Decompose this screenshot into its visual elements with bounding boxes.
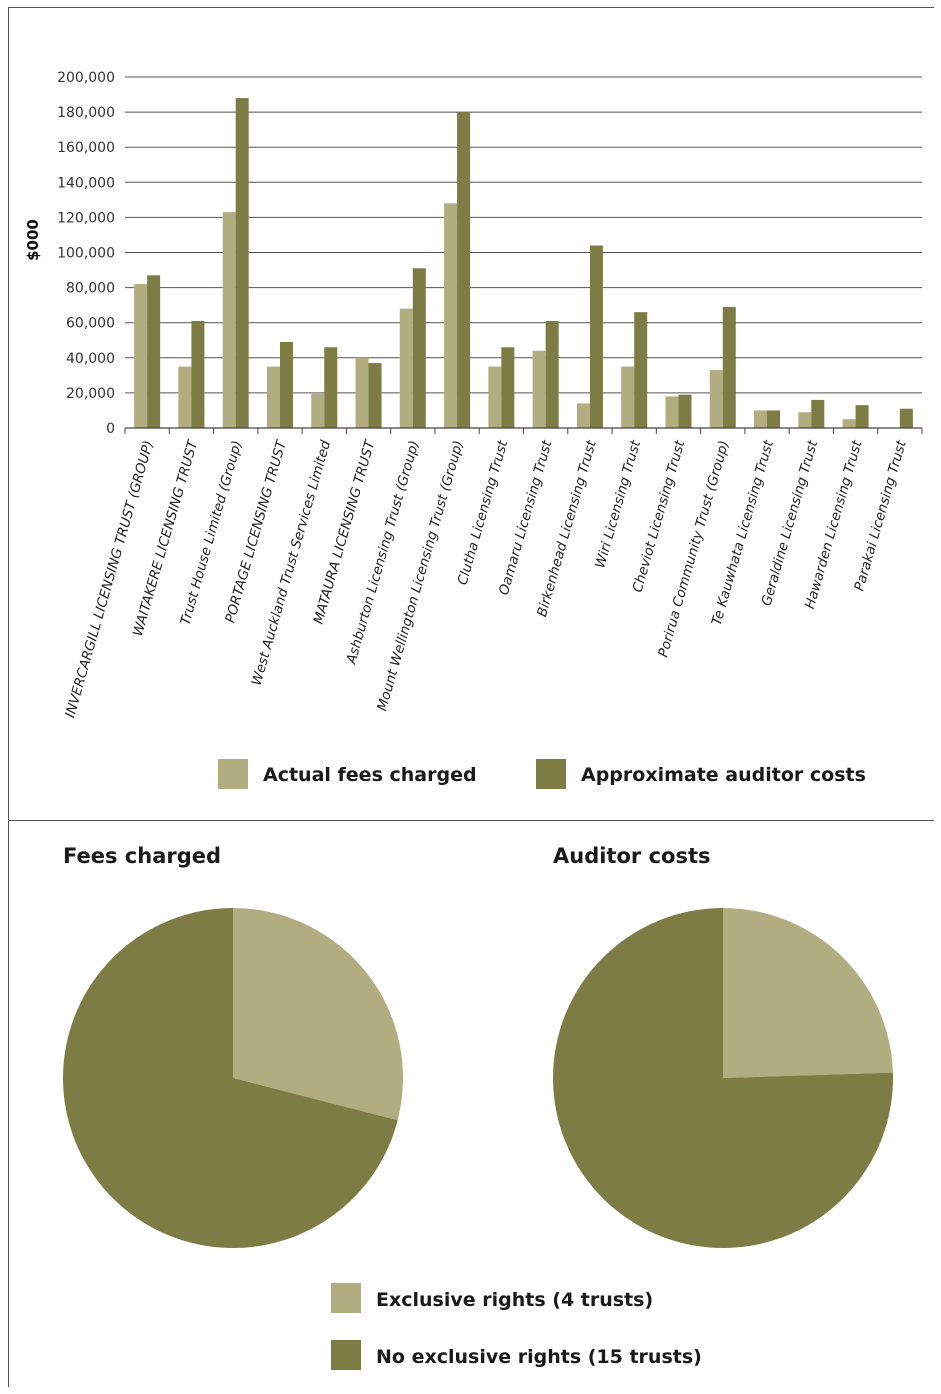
- legend-swatch-auditor: [536, 759, 566, 789]
- y-tick-label: 20,000: [66, 386, 115, 402]
- bar-actual-fees: [709, 370, 723, 428]
- bar-auditor-costs: [545, 320, 559, 428]
- bar-auditor-costs: [722, 306, 736, 428]
- category-label: Mount Wellington Licensing Trust (Group): [374, 439, 467, 713]
- legend-label-no-exclusive: No exclusive rights (15 trusts): [376, 1346, 702, 1368]
- pie-auditor-costs: [553, 908, 894, 1249]
- bar-chart-bars: [134, 98, 913, 428]
- category-label: West Auckland Trust Services Limited: [249, 438, 335, 687]
- bar-auditor-costs: [457, 112, 471, 428]
- category-label: Wiri Licensing Trust: [592, 438, 644, 570]
- y-tick-label: 180,000: [57, 105, 115, 121]
- y-tick-label: 40,000: [66, 351, 115, 367]
- bar-auditor-costs: [811, 399, 825, 428]
- y-tick-label: 120,000: [57, 210, 115, 226]
- bar-auditor-costs: [412, 268, 426, 428]
- bar-auditor-costs: [235, 98, 249, 428]
- legend-label-auditor: Approximate auditor costs: [581, 764, 866, 786]
- legend-swatch-no-exclusive: [331, 1340, 361, 1370]
- pie-slice-no-exclusive: [62, 908, 398, 1249]
- bar-auditor-costs: [589, 245, 603, 428]
- bar-chart-gridlines: [125, 76, 922, 394]
- pie-title-fees: Fees charged: [63, 844, 222, 868]
- y-tick-label: 0: [106, 421, 115, 437]
- bar-actual-fees: [798, 412, 812, 428]
- bar-auditor-costs: [855, 405, 869, 428]
- category-label: INVERCARGILL LICENSING TRUST (GROUP): [62, 439, 157, 720]
- legend-label-exclusive: Exclusive rights (4 trusts): [376, 1289, 654, 1311]
- bar-actual-fees: [444, 203, 458, 428]
- bar-actual-fees: [178, 366, 192, 428]
- bar-auditor-costs: [678, 394, 692, 428]
- figure-frame: [8, 7, 934, 1387]
- bar-chart-category-labels: INVERCARGILL LICENSING TRUST (GROUP)WAIT…: [62, 437, 910, 720]
- pie-slice-no-exclusive: [553, 908, 894, 1249]
- bar-auditor-costs: [368, 363, 382, 428]
- bar-actual-fees: [842, 419, 856, 428]
- legend-swatch-actual: [218, 759, 248, 789]
- bar-chart-x-axis: [124, 427, 923, 434]
- bar-actual-fees: [621, 366, 635, 428]
- bar-actual-fees: [222, 212, 236, 428]
- bar-auditor-costs: [147, 275, 161, 428]
- y-tick-label: 140,000: [57, 175, 115, 191]
- bar-actual-fees: [266, 366, 280, 428]
- bar-auditor-costs: [324, 347, 338, 428]
- legend-swatch-exclusive: [331, 1283, 361, 1313]
- bar-auditor-costs: [899, 408, 913, 428]
- section-divider: [8, 820, 934, 821]
- y-tick-label: 80,000: [66, 281, 115, 297]
- bar-actual-fees: [665, 396, 679, 428]
- y-tick-label: 100,000: [57, 246, 115, 262]
- bar-actual-fees: [754, 410, 768, 428]
- bar-actual-fees: [355, 357, 369, 428]
- bar-actual-fees: [311, 392, 325, 428]
- y-tick-label: 160,000: [57, 140, 115, 156]
- legend-label-actual: Actual fees charged: [263, 764, 477, 786]
- bar-actual-fees: [488, 366, 502, 428]
- pie-title-auditor: Auditor costs: [553, 844, 711, 868]
- bar-auditor-costs: [634, 312, 648, 428]
- bar-auditor-costs: [191, 320, 205, 428]
- bar-actual-fees: [399, 308, 413, 428]
- bar-actual-fees: [134, 284, 148, 428]
- bar-actual-fees: [576, 403, 590, 428]
- bar-chart-y-axis-label: $000: [24, 219, 42, 261]
- bar-auditor-costs: [767, 410, 781, 428]
- bar-chart-y-tick-labels: 0 20,000 40,000 60,000 80,000 100,000 120,000 1…: [57, 70, 115, 437]
- pie-slice-exclusive: [723, 908, 893, 1078]
- bar-auditor-costs: [501, 347, 515, 428]
- pie-fees-charged: [62, 908, 403, 1249]
- y-tick-label: 60,000: [66, 316, 115, 332]
- y-tick-label: 200,000: [57, 70, 115, 86]
- bar-actual-fees: [532, 350, 546, 428]
- pie-slice-exclusive: [233, 908, 403, 1121]
- bar-auditor-costs: [279, 342, 293, 428]
- category-label: Clutha Licensing Trust: [455, 438, 512, 587]
